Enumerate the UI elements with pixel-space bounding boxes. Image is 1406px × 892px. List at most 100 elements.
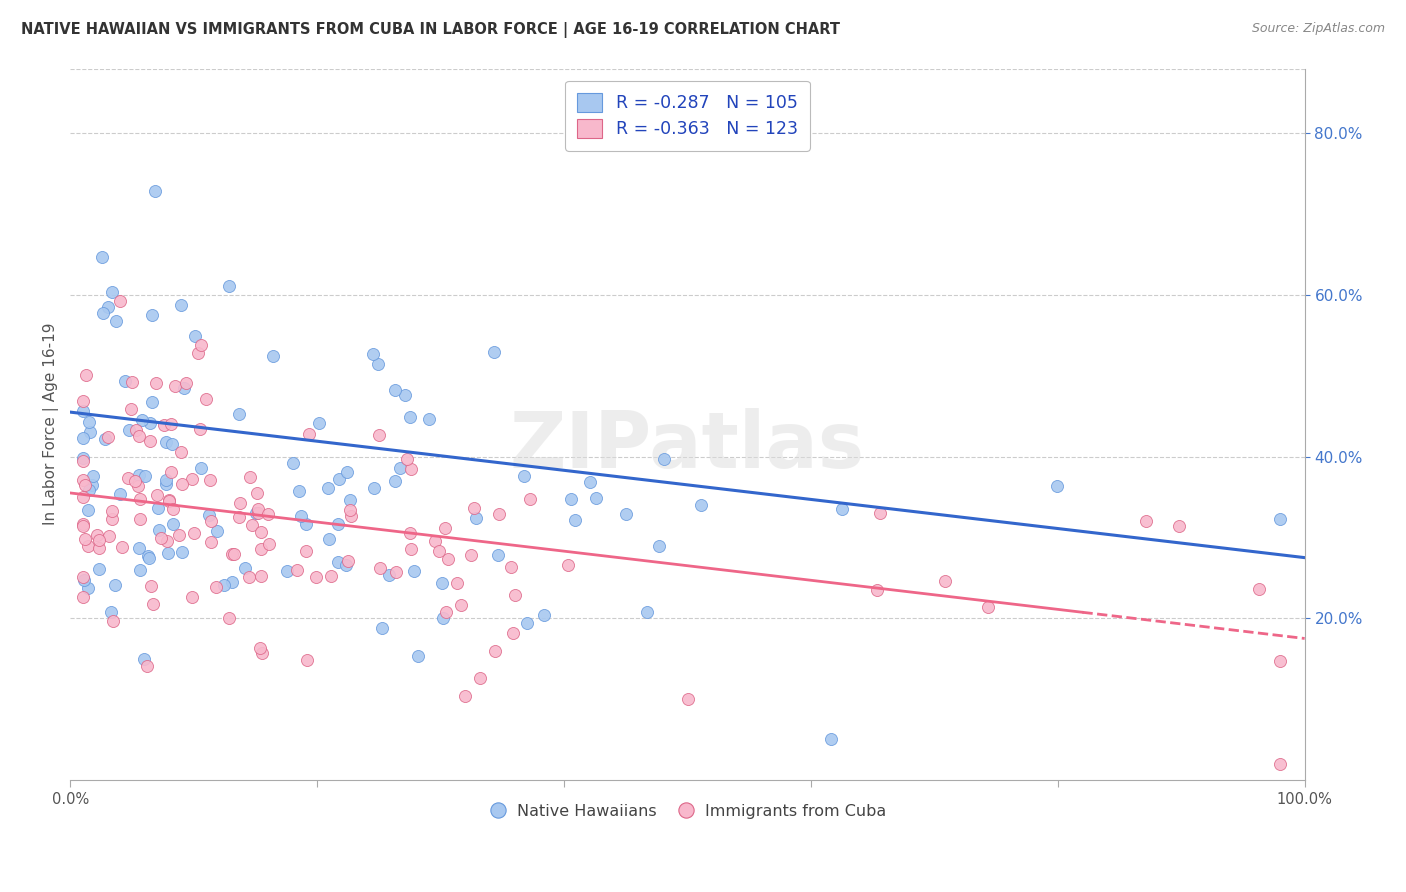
Point	[141, 308, 163, 322]
Point	[163, 379, 186, 393]
Point	[72, 474, 94, 488]
Point	[533, 607, 555, 622]
Point	[75, 477, 97, 491]
Point	[290, 509, 312, 524]
Point	[246, 486, 269, 500]
Point	[564, 513, 586, 527]
Point	[80, 478, 103, 492]
Point	[335, 558, 357, 572]
Point	[180, 472, 202, 486]
Point	[172, 476, 194, 491]
Point	[257, 507, 280, 521]
Point	[228, 509, 250, 524]
Point	[257, 537, 280, 551]
Point	[505, 588, 527, 602]
Text: NATIVE HAWAIIAN VS IMMIGRANTS FROM CUBA IN LABOR FORCE | AGE 16-19 CORRELATION C: NATIVE HAWAIIAN VS IMMIGRANTS FROM CUBA …	[21, 22, 841, 38]
Point	[141, 394, 163, 409]
Point	[77, 415, 100, 429]
Point	[194, 392, 217, 406]
Point	[488, 507, 510, 521]
Point	[513, 469, 536, 483]
Point	[97, 430, 120, 444]
Point	[79, 425, 101, 439]
Point	[502, 626, 524, 640]
Point	[142, 597, 165, 611]
Point	[121, 375, 143, 389]
Point	[1135, 514, 1157, 528]
Point	[418, 412, 440, 426]
Point	[287, 484, 309, 499]
Point	[295, 544, 318, 558]
Point	[831, 502, 853, 516]
Point	[434, 605, 457, 619]
Point	[363, 481, 385, 495]
Point	[934, 574, 956, 589]
Point	[221, 548, 243, 562]
Point	[173, 381, 195, 395]
Point	[1268, 512, 1291, 526]
Point	[450, 598, 472, 612]
Point	[94, 432, 117, 446]
Point	[326, 516, 349, 531]
Point	[394, 388, 416, 402]
Point	[82, 469, 104, 483]
Point	[1046, 479, 1069, 493]
Point	[285, 563, 308, 577]
Point	[321, 569, 343, 583]
Point	[482, 345, 505, 359]
Point	[1247, 582, 1270, 597]
Point	[240, 517, 263, 532]
Point	[820, 731, 842, 746]
Point	[97, 529, 120, 543]
Point	[167, 527, 190, 541]
Y-axis label: In Labor Force | Age 16-19: In Labor Force | Age 16-19	[44, 323, 59, 525]
Point	[110, 293, 132, 308]
Text: Source: ZipAtlas.com: Source: ZipAtlas.com	[1251, 22, 1385, 36]
Point	[238, 570, 260, 584]
Point	[378, 568, 401, 582]
Point	[249, 641, 271, 656]
Point	[247, 501, 270, 516]
Point	[75, 532, 97, 546]
Point	[866, 583, 889, 598]
Point	[155, 473, 177, 487]
Point	[585, 491, 607, 505]
Point	[689, 498, 711, 512]
Point	[652, 451, 675, 466]
Point	[145, 376, 167, 390]
Point	[198, 508, 221, 523]
Point	[139, 579, 162, 593]
Point	[132, 651, 155, 665]
Point	[97, 300, 120, 314]
Point	[155, 434, 177, 449]
Point	[72, 570, 94, 584]
Point	[648, 539, 671, 553]
Point	[162, 516, 184, 531]
Point	[157, 546, 180, 560]
Point	[105, 314, 128, 328]
Point	[308, 416, 330, 430]
Point	[200, 514, 222, 528]
Point	[388, 461, 411, 475]
Point	[75, 368, 97, 382]
Point	[172, 544, 194, 558]
Point	[432, 610, 454, 624]
Point	[72, 450, 94, 465]
Point	[157, 493, 180, 508]
Point	[408, 649, 430, 664]
Point	[368, 428, 391, 442]
Point	[247, 506, 270, 520]
Point	[100, 285, 122, 300]
Point	[468, 671, 491, 685]
Point	[155, 533, 177, 548]
Point	[339, 493, 361, 508]
Point	[155, 477, 177, 491]
Point	[146, 500, 169, 515]
Point	[174, 376, 197, 391]
Point	[157, 493, 180, 508]
Point	[463, 501, 485, 516]
Point	[368, 560, 391, 574]
Point	[148, 523, 170, 537]
Point	[180, 590, 202, 604]
Point	[170, 444, 193, 458]
